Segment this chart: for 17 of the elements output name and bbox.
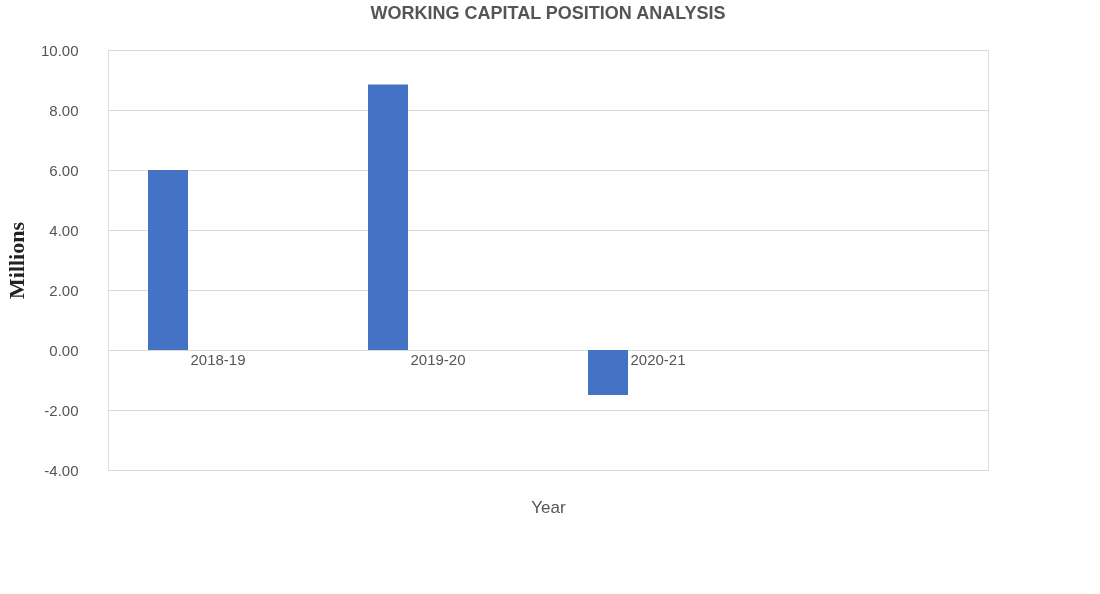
x-axis-title: Year bbox=[531, 497, 567, 517]
bar bbox=[588, 350, 628, 395]
y-tick-label: 6.00 bbox=[49, 161, 79, 179]
bar bbox=[148, 170, 188, 350]
y-tick-label: 2.00 bbox=[49, 281, 79, 299]
x-tick-label: 2018-19 bbox=[190, 350, 246, 368]
y-tick-label: -4.00 bbox=[44, 461, 79, 479]
chart-title: WORKING CAPITAL POSITION ANALYSIS bbox=[370, 3, 726, 23]
bar bbox=[368, 84, 408, 350]
y-tick-label: 8.00 bbox=[49, 101, 79, 119]
x-tick-label: 2020-21 bbox=[630, 350, 686, 368]
x-tick-label: 2019-20 bbox=[410, 350, 466, 368]
y-tick-label: 4.00 bbox=[49, 221, 79, 239]
y-axis-title: Millions bbox=[3, 221, 29, 300]
y-tick-label: 10.00 bbox=[40, 41, 79, 59]
y-tick-label: -2.00 bbox=[44, 401, 79, 419]
y-tick-label: 0.00 bbox=[49, 341, 79, 359]
